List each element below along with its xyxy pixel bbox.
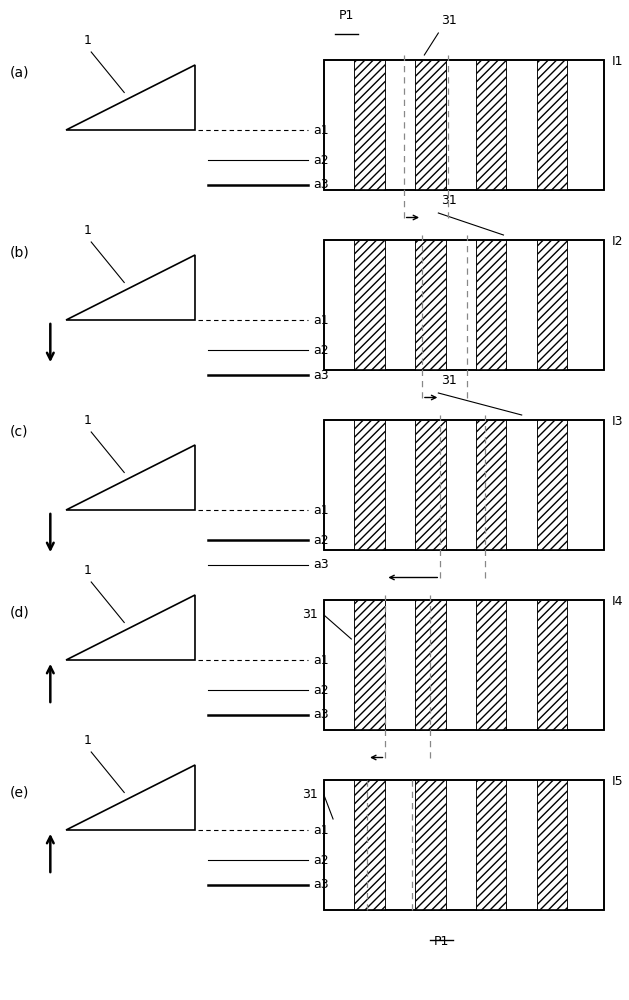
Text: 1: 1 xyxy=(84,34,92,47)
Bar xyxy=(324,240,604,370)
Bar xyxy=(537,780,567,910)
Bar xyxy=(415,600,445,730)
Bar xyxy=(324,780,604,910)
Text: a3: a3 xyxy=(313,879,329,892)
Bar xyxy=(476,600,506,730)
Text: 1: 1 xyxy=(84,564,92,577)
Bar xyxy=(415,60,445,190)
Text: a1: a1 xyxy=(313,314,329,327)
Text: 31: 31 xyxy=(302,608,318,621)
Bar xyxy=(537,60,567,190)
Text: a2: a2 xyxy=(313,153,329,166)
Bar xyxy=(324,420,604,550)
Bar xyxy=(354,600,385,730)
Text: P1: P1 xyxy=(434,935,449,948)
Bar xyxy=(324,600,604,730)
Text: I5: I5 xyxy=(611,775,623,788)
Text: 1: 1 xyxy=(84,414,92,427)
Bar xyxy=(537,600,567,730)
Bar xyxy=(537,420,567,550)
Bar xyxy=(354,240,385,370)
Bar xyxy=(324,240,604,370)
Text: 31: 31 xyxy=(442,14,457,27)
Text: 1: 1 xyxy=(84,734,92,747)
Bar xyxy=(354,780,385,910)
Text: a2: a2 xyxy=(313,854,329,866)
Text: a3: a3 xyxy=(313,369,329,382)
Text: 31: 31 xyxy=(302,788,318,802)
Text: 31: 31 xyxy=(442,194,457,207)
Text: a3: a3 xyxy=(313,558,329,572)
Bar xyxy=(324,60,604,190)
Text: (d): (d) xyxy=(9,605,29,619)
Text: (c): (c) xyxy=(9,425,28,439)
Bar xyxy=(324,420,604,550)
Bar xyxy=(324,600,604,730)
Text: (a): (a) xyxy=(9,65,29,79)
Bar xyxy=(354,420,385,550)
Bar xyxy=(354,60,385,190)
Bar xyxy=(476,60,506,190)
Text: 1: 1 xyxy=(84,224,92,237)
Bar xyxy=(537,240,567,370)
Text: I2: I2 xyxy=(611,235,623,248)
Text: a3: a3 xyxy=(313,178,329,192)
Text: a2: a2 xyxy=(313,344,329,357)
Text: a1: a1 xyxy=(313,123,329,136)
Text: a1: a1 xyxy=(313,504,329,516)
Text: 31: 31 xyxy=(442,374,457,387)
Text: a2: a2 xyxy=(313,534,329,546)
Text: a1: a1 xyxy=(313,824,329,836)
Bar xyxy=(476,420,506,550)
Text: a3: a3 xyxy=(313,708,329,721)
Text: I3: I3 xyxy=(611,415,623,428)
Bar xyxy=(324,60,604,190)
Text: P1: P1 xyxy=(338,9,354,22)
Bar xyxy=(476,240,506,370)
Text: (b): (b) xyxy=(9,245,29,259)
Text: I1: I1 xyxy=(611,55,623,68)
Text: I4: I4 xyxy=(611,595,623,608)
Text: (e): (e) xyxy=(9,785,29,799)
Bar xyxy=(415,420,445,550)
Bar xyxy=(415,780,445,910)
Bar xyxy=(415,240,445,370)
Bar xyxy=(476,780,506,910)
Text: a1: a1 xyxy=(313,654,329,666)
Bar xyxy=(324,780,604,910)
Text: a2: a2 xyxy=(313,684,329,696)
